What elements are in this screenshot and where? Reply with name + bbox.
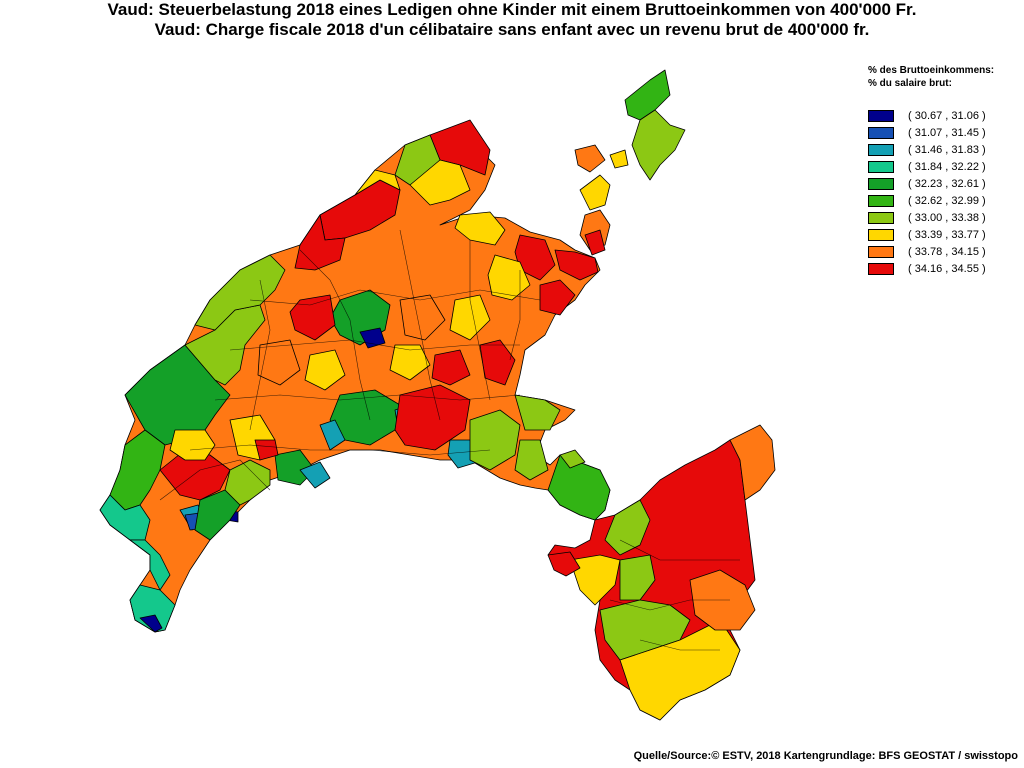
region-west-lake-3 bbox=[129, 539, 171, 591]
region-broye-yellow bbox=[579, 174, 611, 211]
municipality-border bbox=[399, 229, 441, 421]
legend-label: ( 33.78 , 34.15 ) bbox=[908, 245, 986, 258]
legend-swatch bbox=[868, 245, 894, 258]
municipality-border bbox=[299, 249, 371, 421]
legend-item: ( 32.62 , 32.99 ) bbox=[868, 192, 1024, 209]
municipality-border bbox=[249, 279, 271, 431]
legend-heading-french: % du salaire brut: bbox=[868, 78, 952, 89]
region-centre-red-2 bbox=[431, 349, 471, 386]
region-centre-orange-2 bbox=[257, 339, 301, 386]
region-nord-yellow bbox=[409, 159, 471, 206]
region-riviera-light-green bbox=[559, 449, 586, 469]
region-lausanne-teal bbox=[319, 419, 346, 451]
region-centre-yellow-2 bbox=[389, 344, 431, 381]
region-broye-red bbox=[584, 229, 606, 256]
region-southwest-tip bbox=[129, 584, 176, 633]
municipality-border bbox=[229, 339, 520, 351]
region-avenches-light-green bbox=[631, 109, 686, 181]
legend-item: ( 32.23 , 32.61 ) bbox=[868, 175, 1024, 192]
legend-label: ( 31.07 , 31.45 ) bbox=[908, 126, 986, 139]
map-title-german: Vaud: Steuerbelastung 2018 eines Ledigen… bbox=[107, 0, 917, 19]
legend-label: ( 33.00 , 33.38 ) bbox=[908, 211, 986, 224]
region-broye-yellow-2 bbox=[609, 149, 629, 169]
region-lavaux-light-green bbox=[469, 409, 521, 471]
region-nord-yellow-2 bbox=[454, 211, 506, 246]
municipality-border bbox=[189, 444, 491, 456]
region-jura-red-2 bbox=[294, 214, 346, 271]
municipality-border bbox=[469, 240, 491, 401]
region-lowest-1 bbox=[139, 614, 163, 633]
legend-label: ( 32.62 , 32.99 ) bbox=[908, 194, 986, 207]
region-centre-yellow bbox=[449, 294, 491, 341]
municipality-border bbox=[619, 539, 740, 561]
municipality-border bbox=[609, 599, 730, 611]
region-alps-light-green-2 bbox=[619, 554, 656, 601]
legend-label: ( 31.46 , 31.83 ) bbox=[908, 143, 986, 156]
source-credit: Quelle/Source:© ESTV, 2018 Kartengrundla… bbox=[633, 750, 1018, 762]
map-legend: % des Bruttoeinkommens: % du salaire bru… bbox=[868, 64, 1024, 277]
region-lavaux-light-green-2 bbox=[514, 394, 561, 431]
legend-item: ( 33.00 , 33.38 ) bbox=[868, 209, 1024, 226]
region-nord-yellow-3 bbox=[487, 254, 531, 301]
legend-swatch bbox=[868, 177, 894, 190]
legend-label: ( 33.39 , 33.77 ) bbox=[908, 228, 986, 241]
region-alps-orange bbox=[729, 424, 776, 501]
legend-item: ( 33.39 , 33.77 ) bbox=[868, 226, 1024, 243]
legend-swatch bbox=[868, 160, 894, 173]
legend-item: ( 31.07 , 31.45 ) bbox=[868, 124, 1024, 141]
region-morges-red bbox=[254, 439, 279, 461]
region-nord-red-2 bbox=[554, 249, 599, 281]
legend-swatch bbox=[868, 228, 894, 241]
legend-item: ( 31.46 , 31.83 ) bbox=[868, 141, 1024, 158]
legend-label: ( 31.84 , 32.22 ) bbox=[908, 160, 986, 173]
municipality-border bbox=[214, 394, 521, 401]
legend-item: ( 34.16 , 34.55 ) bbox=[868, 260, 1024, 277]
legend-item: ( 33.78 , 34.15 ) bbox=[868, 243, 1024, 260]
region-centre-red-3 bbox=[479, 339, 516, 386]
legend-label: ( 34.16 , 34.55 ) bbox=[908, 262, 986, 275]
region-morges-teal bbox=[299, 461, 331, 489]
legend-swatch bbox=[868, 109, 894, 122]
region-centre-red bbox=[289, 294, 336, 341]
region-avenches-green bbox=[624, 69, 671, 121]
legend-item: ( 31.84 , 32.22 ) bbox=[868, 158, 1024, 175]
map-title-french: Vaud: Charge fiscale 2018 d'un célibatai… bbox=[154, 20, 870, 39]
region-centre-yellow-3 bbox=[304, 349, 346, 391]
legend-heading-german: % des Bruttoeinkommens: bbox=[868, 65, 995, 76]
region-alps-light-green bbox=[604, 499, 651, 556]
region-west-lake-2 bbox=[99, 494, 151, 541]
municipality-border bbox=[159, 459, 271, 501]
region-alps-yellow bbox=[569, 554, 621, 606]
legend-swatch bbox=[868, 262, 894, 275]
region-jura-yellow bbox=[354, 169, 401, 196]
region-centre-orange bbox=[399, 294, 446, 341]
legend-label: ( 30.67 , 31.06 ) bbox=[908, 109, 986, 122]
region-nord-red-3 bbox=[539, 279, 576, 316]
region-west-light-green bbox=[224, 459, 271, 506]
legend-swatch bbox=[868, 126, 894, 139]
municipality-regions bbox=[99, 69, 776, 721]
municipality-border bbox=[249, 289, 541, 306]
municipality-border bbox=[639, 639, 720, 651]
legend-swatch bbox=[868, 211, 894, 224]
region-west-yellow bbox=[169, 429, 216, 461]
municipality-border bbox=[509, 270, 521, 361]
legend-swatch bbox=[868, 143, 894, 156]
region-alps-yellow-2 bbox=[619, 619, 741, 721]
region-alps-red-2 bbox=[547, 551, 581, 577]
legend-item: ( 30.67 , 31.06 ) bbox=[868, 107, 1024, 124]
region-lavaux-light-green-3 bbox=[514, 439, 549, 481]
legend-label: ( 32.23 , 32.61 ) bbox=[908, 177, 986, 190]
legend-swatch bbox=[868, 194, 894, 207]
region-nord-red bbox=[514, 234, 556, 281]
region-west-2 bbox=[194, 254, 286, 331]
region-broye-orange bbox=[574, 144, 606, 173]
legend-items: ( 30.67 , 31.06 ) ( 31.07 , 31.45 ) ( 31.4… bbox=[868, 107, 1024, 277]
